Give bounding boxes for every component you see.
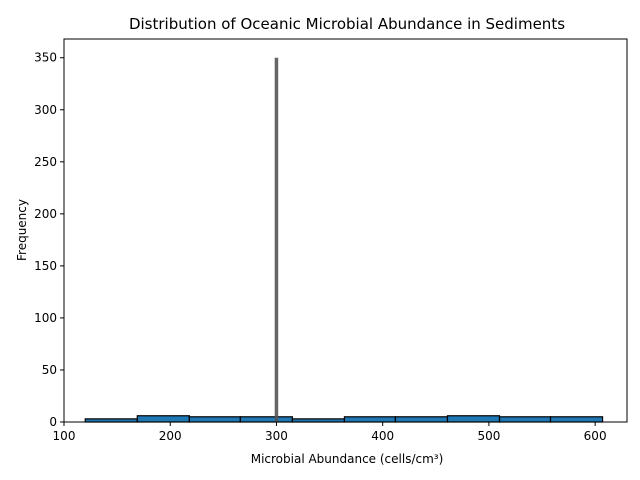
histogram-bar-4	[239, 416, 293, 423]
y-tick-label: 0	[49, 415, 57, 429]
y-axis-ticks: 0 50 100 150 200 250 300 350	[34, 51, 64, 429]
y-axis-label: Frequency	[15, 199, 29, 261]
x-tick-label: 200	[159, 429, 182, 443]
histogram-bar-2	[136, 415, 190, 423]
histogram-bar-7	[394, 416, 449, 423]
histogram-bar-3	[188, 416, 241, 423]
x-tick-label: 600	[584, 429, 607, 443]
x-tick-label: 100	[53, 429, 76, 443]
x-tick-label: 500	[477, 429, 500, 443]
y-tick-label: 50	[42, 363, 57, 377]
x-tick-label: 400	[371, 429, 394, 443]
histogram-bar-10	[549, 416, 604, 423]
y-tick-label: 150	[34, 259, 57, 273]
y-tick-label: 350	[34, 51, 57, 65]
x-axis-ticks: 100 200 300 400 500 600	[53, 422, 607, 443]
y-tick-label: 300	[34, 103, 57, 117]
y-tick-label: 200	[34, 207, 57, 221]
y-tick-label: 250	[34, 155, 57, 169]
histogram-bar-8	[446, 415, 501, 423]
plot-area	[84, 57, 604, 423]
x-tick-label: 300	[265, 429, 288, 443]
x-axis-label: Microbial Abundance (cells/cm³)	[251, 452, 444, 466]
plot-frame	[63, 38, 628, 423]
chart-title: Distribution of Oceanic Microbial Abunda…	[129, 15, 565, 33]
y-tick-label: 100	[34, 311, 57, 325]
histogram-bar-9	[498, 416, 552, 423]
histogram-bar-6	[343, 416, 397, 423]
